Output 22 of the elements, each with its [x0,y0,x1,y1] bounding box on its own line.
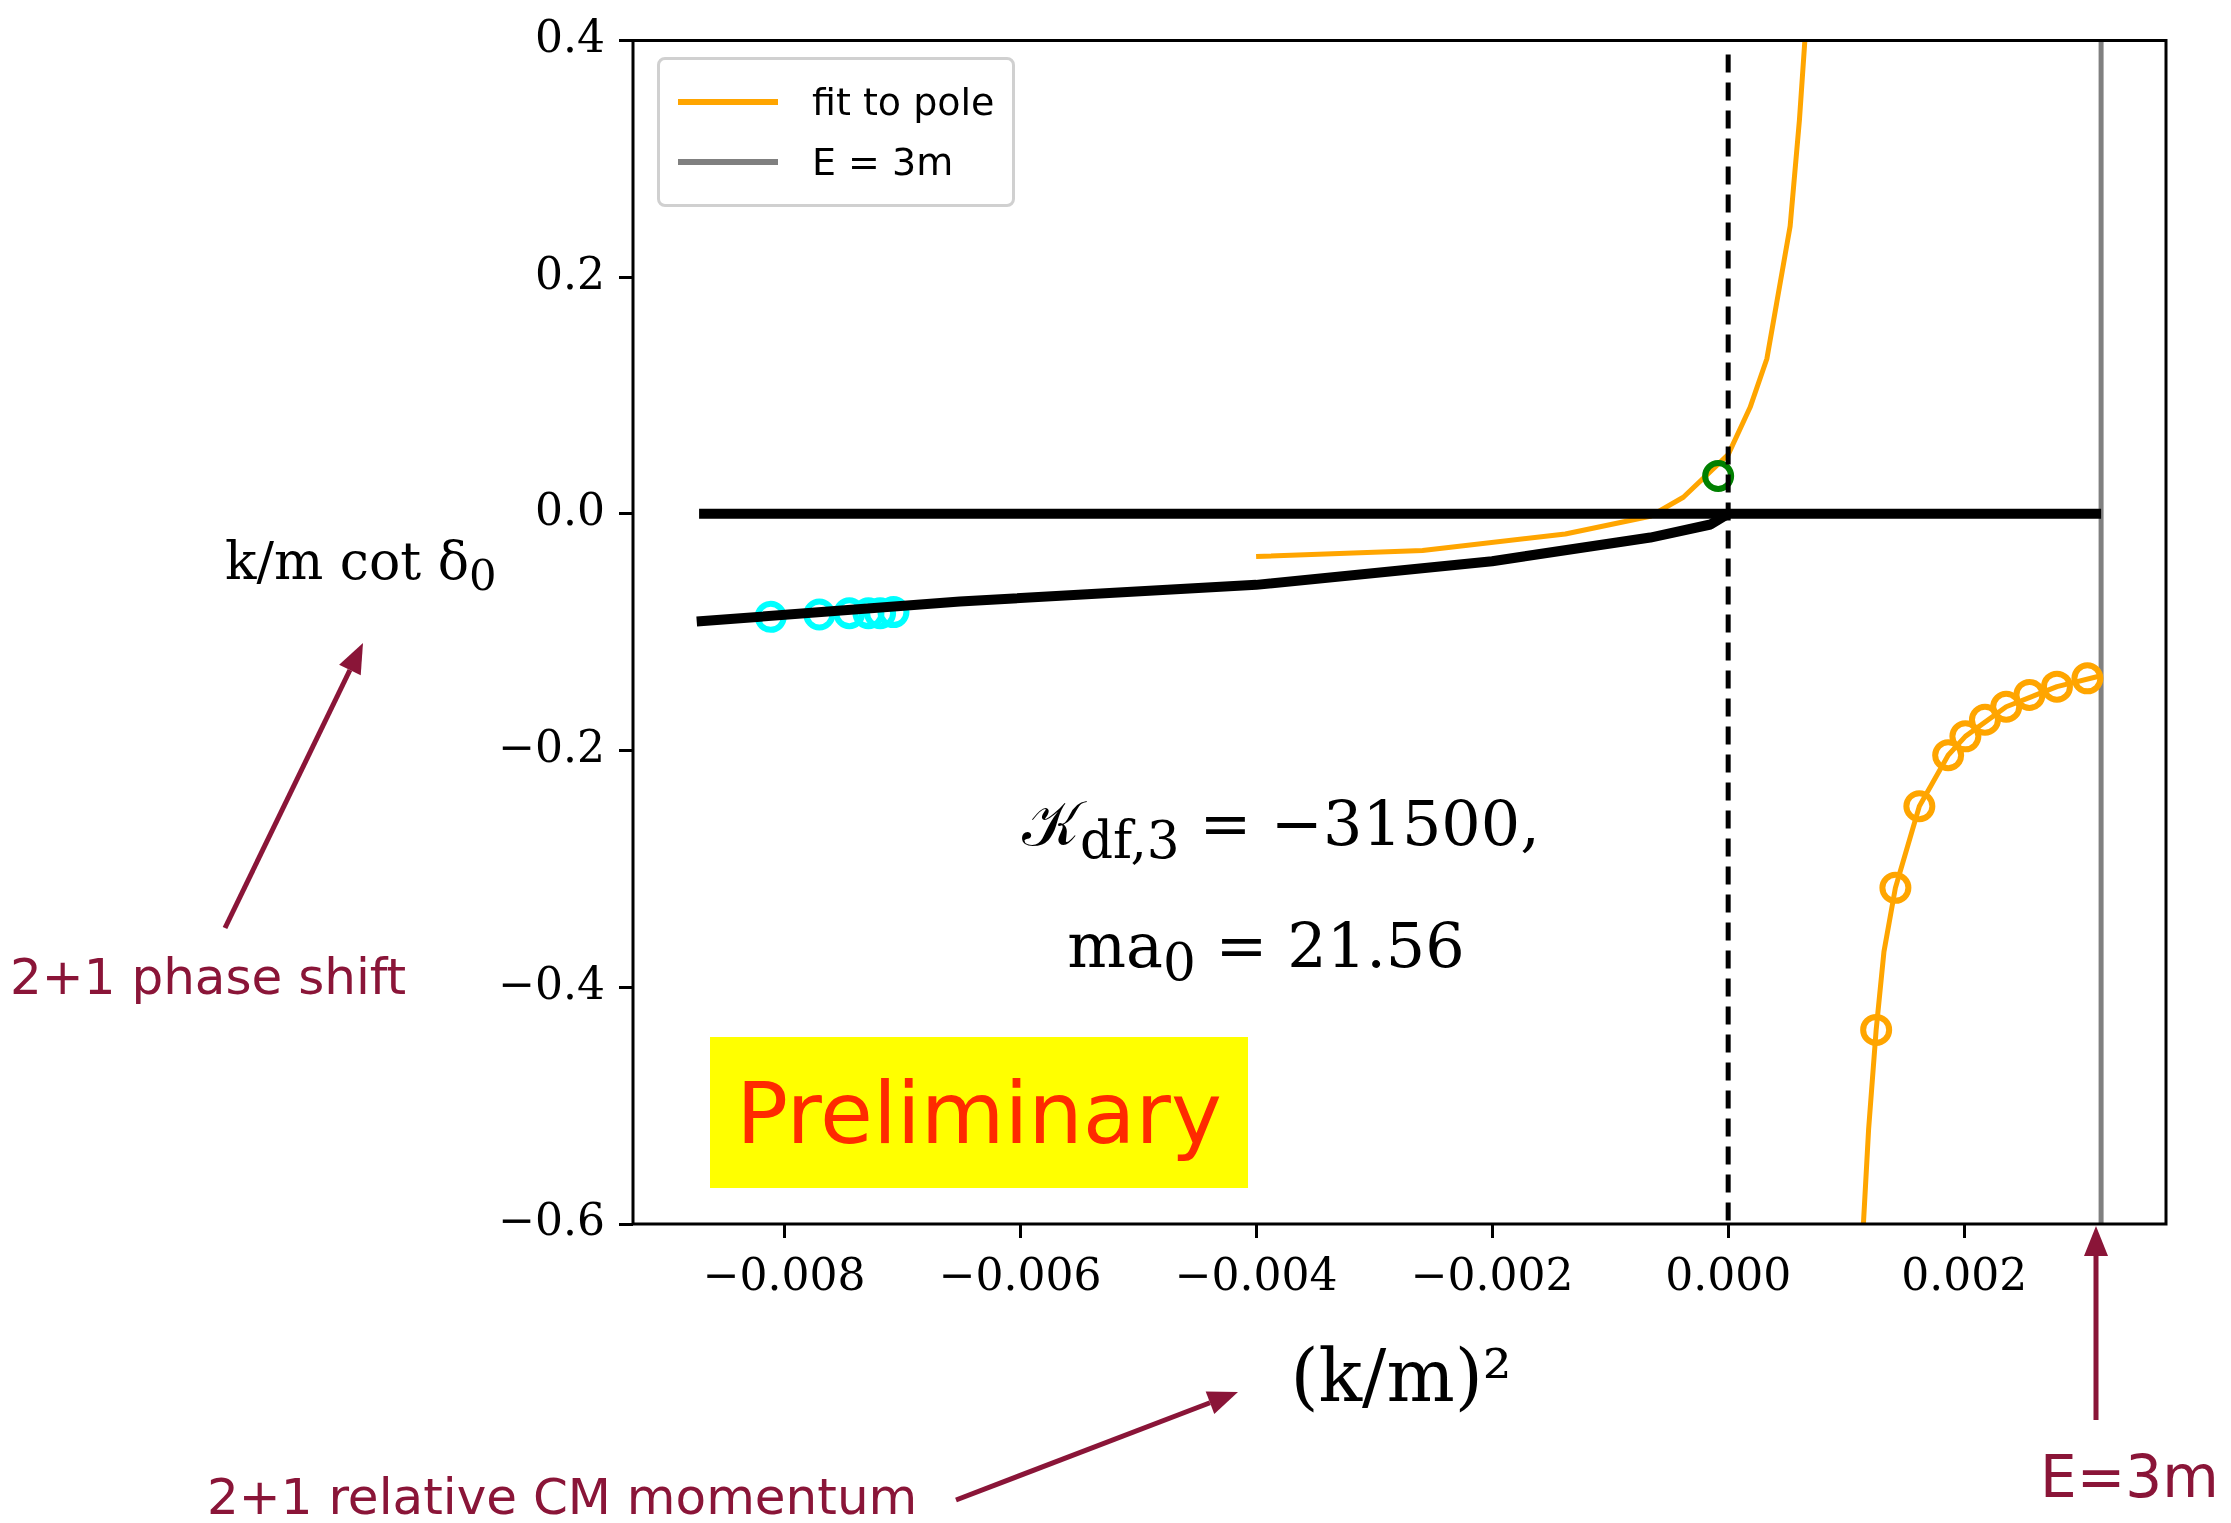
y-tick-label: 0.4 [535,10,605,62]
text: E=3m [2040,1443,2219,1511]
x-tick-label: −0.006 [938,1248,1102,1300]
annotation: Preliminary [710,1037,1248,1188]
x-tick-label: 0.000 [1665,1248,1792,1300]
x-tick-label: −0.008 [702,1248,866,1300]
legend-label: fit to pole [812,80,995,124]
x-tick-label: 0.002 [1901,1248,2028,1300]
annotation: 𝒦$_{df,3}$ = −31500, [1022,787,1540,871]
y-tick-label: 0.2 [535,247,605,299]
legend-label: E = 3m [812,140,954,184]
y-axis-title: k/m cot δ$_{0}$ [225,531,497,601]
y-tick-label: −0.2 [498,721,605,772]
y-tick-label: −0.6 [498,1194,605,1246]
x-axis-title: (k/m)² [1290,1334,1512,1418]
annotation: ma$_{0}$ = 21.56 [1067,909,1465,993]
x-tick-label: −0.004 [1174,1248,1338,1300]
text: 2+1 relative CM momentum [207,1468,918,1523]
x-tick-label: −0.002 [1410,1248,1574,1300]
y-tick-label: −0.4 [498,957,605,1009]
y-tick-label: 0.0 [535,484,605,536]
text: 2+1 phase shift [10,948,407,1006]
